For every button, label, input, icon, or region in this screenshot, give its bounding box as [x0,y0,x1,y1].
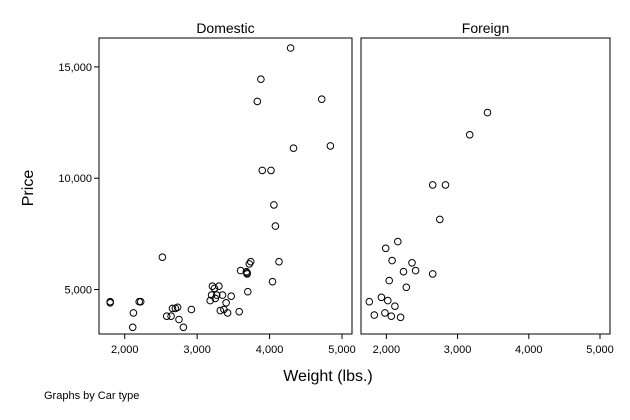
data-point [465,131,474,139]
y-tick-label: 10,000 [58,173,92,185]
x-tick-label: 3,000 [444,344,472,356]
data-point [289,144,298,152]
data-point [168,304,177,313]
data-point [428,270,437,278]
y-tick-label: 5,000 [64,284,92,296]
data-point [257,75,265,83]
data-point [227,292,235,301]
data-point [271,222,280,230]
data-point [385,276,394,285]
data-point [222,299,230,307]
panel-title: Domestic [196,20,254,36]
data-point [381,309,389,317]
data-point [129,309,138,317]
data-point [210,284,219,293]
x-tick-label: 2,000 [111,344,139,356]
data-point [106,297,114,306]
data-point [223,309,232,317]
x-tick-label: 3,000 [183,344,211,356]
panels-layer: Domestic 2,000 3,000 4,000 5,000 5,000 10,000 1… [58,18,614,356]
data-point [441,181,450,189]
panel-title-band [99,18,352,38]
data-point [317,95,326,103]
panel-domestic: Domestic 2,000 3,000 4,000 5,000 5,000 10,000 1… [58,18,356,356]
data-point [258,166,267,175]
panel-foreign: Foreign 2,000 3,000 4,000 5,000 [360,18,614,356]
data-point [216,306,225,315]
data-point [436,215,444,224]
data-point [244,287,252,296]
data-point [267,166,275,175]
x-axis-title: Weight (lbs.) [283,368,373,385]
data-point [396,313,405,322]
data-point [246,257,255,266]
data-point [211,294,220,303]
data-point [167,312,175,321]
data-point [179,323,188,332]
data-point [236,266,245,275]
data-point [428,181,437,189]
data-point [402,283,411,292]
data-point [235,307,243,316]
data-point [384,296,392,305]
data-point [162,312,171,321]
data-point [253,97,262,106]
y-axis-title: Price [20,170,37,207]
data-point [215,282,223,291]
x-tick-label: 5,000 [586,344,614,356]
data-point [212,291,221,299]
data-point [394,237,402,246]
data-point [175,315,183,324]
data-point [391,302,399,311]
data-point [173,303,182,312]
data-point [408,259,416,267]
x-tick-label: 4,000 [515,344,543,356]
data-point [381,244,390,253]
panel-title-band [361,18,610,38]
y-tick-label: 15,000 [58,62,92,74]
data-point [268,277,277,286]
x-tick-label: 4,000 [256,344,284,356]
data-point [270,201,278,209]
data-point [411,266,420,275]
data-point [187,305,196,314]
data-point [206,296,214,305]
plot-frame [98,37,353,335]
panel-title: Foreign [462,20,509,36]
data-point [365,297,374,306]
data-point [275,257,283,266]
data-point [370,311,379,319]
data-point [128,323,137,332]
data-point [136,297,145,306]
x-tick-label: 5,000 [328,344,356,356]
graphs-by-note: Graphs by Car type [44,390,139,402]
data-point [243,269,251,277]
data-point [326,142,335,150]
data-point [399,267,408,276]
data-point [158,253,167,262]
data-point [218,291,227,299]
plot-frame [360,37,611,335]
data-point [245,260,254,268]
data-point [387,312,396,321]
data-point [388,256,396,265]
data-point [377,293,386,302]
x-tick-label: 2,000 [373,344,401,356]
data-point [483,108,492,117]
data-point [286,44,295,52]
